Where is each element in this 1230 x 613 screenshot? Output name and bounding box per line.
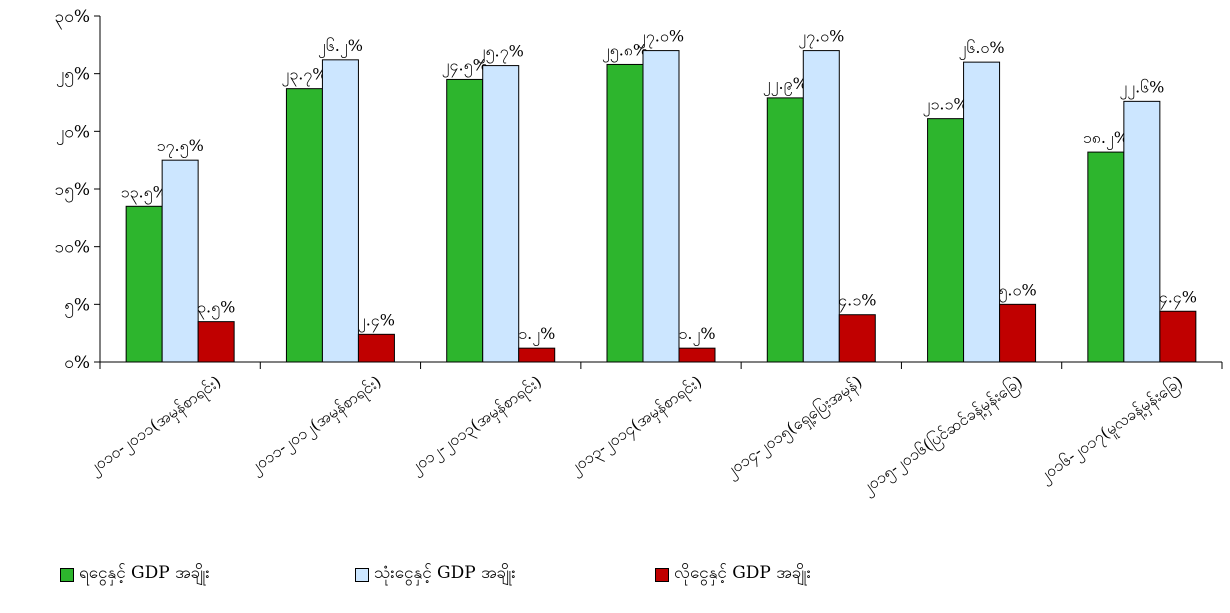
- y-tick-label: ၀%: [64, 353, 90, 373]
- bar: [1159, 310, 1197, 363]
- x-tick-label: ၂၀၁၀-၂၀၁၁(အမှန်စာရင်း): [85, 372, 227, 480]
- y-tick-label: ၂၀%: [56, 122, 90, 145]
- bar: [482, 65, 520, 363]
- x-tick-label: ၂၀၁၁-၂၀၁၂(အမှန်စာရင်း): [246, 372, 387, 480]
- bar: [321, 59, 359, 363]
- data-label: ၄.၄%: [1159, 287, 1197, 309]
- data-label: ၂၃.၇%: [281, 65, 327, 87]
- data-label: ၁.၂%: [518, 324, 555, 346]
- data-label: ၂၂.၉%: [763, 74, 808, 96]
- bar: [963, 61, 1001, 363]
- bar: [606, 63, 644, 363]
- data-label: ၄.၁%: [838, 291, 876, 313]
- data-label: ၂၅.၇%: [478, 42, 524, 64]
- x-tick-label: ၂၀၁၃-၂၀၁၄(အမှန်စာရင်း): [565, 372, 707, 480]
- bar: [678, 347, 716, 363]
- x-tick-label: ၂၀၁၄-၂၀၁၅(ရှေ့ပြေးအမှန်): [721, 372, 867, 483]
- data-label: ၂၅.၈%: [602, 40, 648, 62]
- bar: [125, 205, 163, 363]
- bar: [357, 333, 395, 363]
- data-label: ၂၂.၆%: [1119, 77, 1164, 99]
- bar: [999, 303, 1037, 363]
- data-label: ၁.၂%: [678, 324, 715, 346]
- data-label: ၁၇.၅%: [156, 136, 203, 158]
- data-label: ၂.၄%: [358, 310, 395, 332]
- y-tick-label: ၁၀%: [55, 238, 90, 258]
- bar: [838, 314, 876, 363]
- bar: [642, 50, 680, 363]
- bar: [446, 78, 484, 363]
- bar: [285, 88, 323, 363]
- bar: [197, 321, 235, 363]
- data-label: ၂၆.၀%: [958, 38, 1004, 60]
- x-tick-label: ၂၀၁၅-၂၀၁၆(ပြင်ဆင်ခန့်မှန်းခြေ): [858, 372, 1028, 500]
- data-label: ၂၁.၁%: [922, 95, 968, 117]
- bar: [802, 50, 840, 363]
- bar: [927, 118, 965, 363]
- y-tick-label: ၁၅%: [55, 180, 90, 203]
- data-label: ၂၇.၀%: [798, 27, 844, 49]
- bar: [518, 347, 556, 363]
- bar: [161, 159, 199, 363]
- bar: [1123, 100, 1161, 363]
- y-tick-label: ၅%: [64, 295, 90, 318]
- data-label: ၂၄.၅%: [442, 55, 488, 77]
- data-label: ၂၆.၂%: [318, 36, 363, 58]
- data-label: ၃.၅%: [197, 298, 235, 320]
- bar: [1087, 151, 1125, 363]
- data-label: ၅.၀%: [998, 280, 1036, 302]
- data-label: ၁၈.၂%: [1083, 128, 1129, 150]
- x-tick-label: ၂၀၁၆-၂၀၁၇(မူလခန့်မှန်းခြေ): [1035, 372, 1188, 488]
- data-label: ၂၇.၀%: [638, 27, 684, 49]
- y-tick-label: ၂၅%: [56, 65, 90, 88]
- data-label: ၁၃.၅%: [120, 182, 167, 204]
- x-tick-label: ၂၀၁၂-၂၀၁၃(အမှန်စာရင်း): [406, 372, 547, 480]
- y-tick-label: ၃၀%: [55, 7, 90, 30]
- bar: [766, 97, 804, 363]
